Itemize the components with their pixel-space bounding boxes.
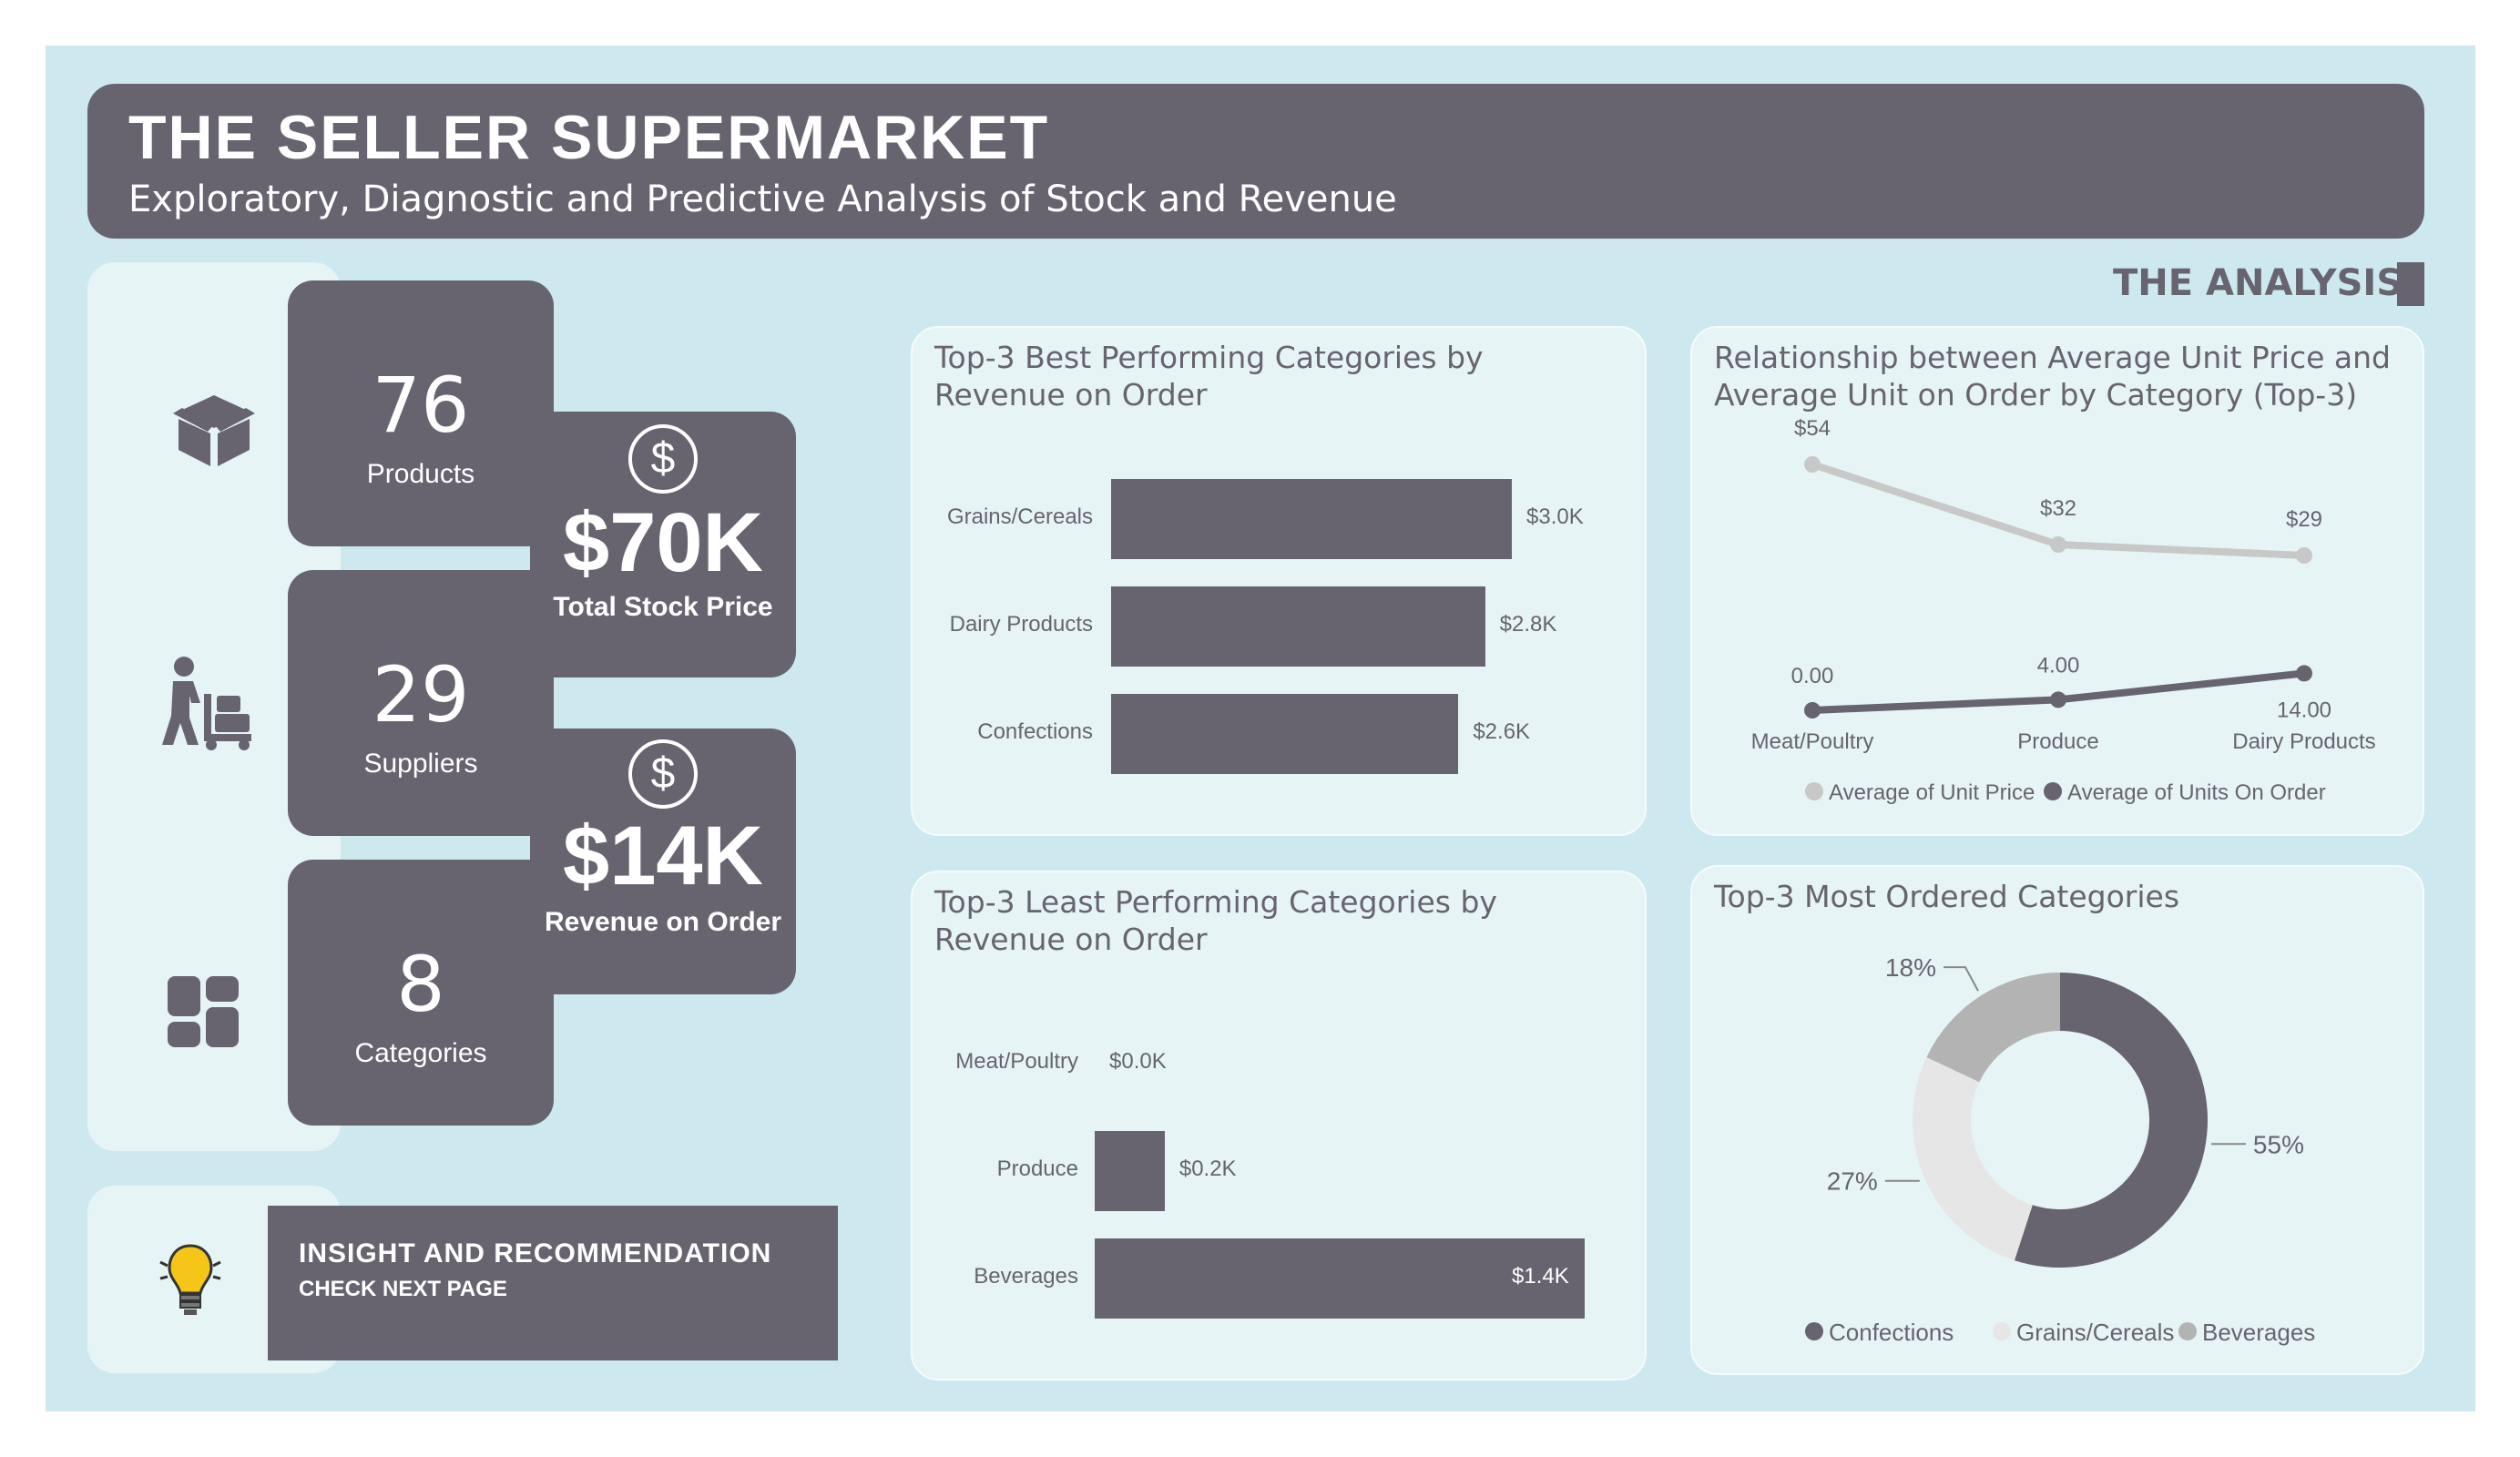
bar — [1111, 479, 1512, 559]
data-label: $54 — [1794, 416, 1831, 441]
revenue-on-order-label: Revenue on Order — [544, 907, 782, 937]
x-tick-label: Dairy Products — [2232, 729, 2375, 754]
legend-label: Confections — [1829, 1319, 1954, 1346]
bar-category-label: Confections — [977, 719, 1093, 744]
bar-category-label: Meat/Poultry — [955, 1049, 1078, 1074]
box-icon — [173, 395, 255, 466]
data-label: 0.00 — [1791, 664, 1834, 688]
price-units-chart: $54 $32 $29 0.00 4.00 14.00 Meat/Poultry Produc… — [1751, 416, 2376, 805]
slice-label: 27% — [1827, 1167, 1878, 1196]
dollar-circle-icon: $ — [628, 424, 698, 494]
revenue-on-order-card: $ $14K Revenue on Order — [530, 728, 796, 994]
total-stock-price-label: Total Stock Price — [553, 592, 773, 622]
bar — [1111, 586, 1485, 667]
legend-label: Beverages — [2202, 1319, 2315, 1346]
insight-title: INSIGHT AND RECOMMENDATION — [299, 1238, 772, 1269]
products-value: 76 — [372, 361, 470, 450]
categories-grid-icon — [168, 976, 239, 1047]
bar — [1111, 694, 1459, 774]
bar-category-label: Dairy Products — [949, 612, 1093, 637]
best-categories-title: Top-3 Best Performing Categories by Reve… — [934, 340, 1484, 413]
legend-label: Grains/Cereals — [2016, 1319, 2174, 1346]
least-categories-title: Top-3 Least Performing Categories by Rev… — [934, 884, 1497, 957]
bar-value-label: $1.4K — [1512, 1264, 1569, 1289]
bar-category-label: Grains/Cereals — [946, 504, 1093, 529]
products-label: Products — [366, 459, 475, 489]
bar-category-label: Produce — [996, 1156, 1078, 1181]
total-stock-price-value: $70K — [563, 496, 763, 589]
x-tick-label: Meat/Poultry — [1751, 729, 1874, 754]
header-banner: THE SELLER SUPERMARKET Exploratory, Diag… — [87, 84, 2424, 239]
revenue-on-order-value: $14K — [563, 810, 763, 902]
donut-slice — [1913, 1057, 2033, 1261]
total-stock-price-card: $ $70K Total Stock Price — [530, 412, 796, 678]
suppliers-card: 29 Suppliers — [288, 570, 554, 836]
bar-value-label: $0.2K — [1178, 1156, 1237, 1181]
dollar-circle-icon: $ — [628, 739, 698, 809]
section-marker — [2397, 262, 2424, 306]
price-units-title: Relationship between Average Unit Price … — [1714, 340, 2391, 413]
most-ordered-title: Top-3 Most Ordered Categories — [1714, 879, 2180, 914]
data-point — [2050, 691, 2066, 708]
bar-value-label: $2.8K — [1499, 612, 1557, 637]
legend-marker — [1993, 1322, 2011, 1340]
slice-label: 18% — [1885, 953, 1936, 982]
warehouse-worker-icon — [162, 657, 251, 750]
legend-marker — [2044, 782, 2062, 800]
categories-value: 8 — [396, 940, 445, 1029]
data-label: $29 — [2286, 507, 2322, 532]
section-label: THE ANALYSIS — [2113, 262, 2403, 304]
suppliers-label: Suppliers — [363, 749, 478, 779]
legend-marker — [2178, 1322, 2197, 1340]
data-label: 14.00 — [2277, 698, 2331, 722]
donut-slice — [2014, 973, 2208, 1268]
suppliers-value: 29 — [372, 650, 470, 739]
legend-label: Average of Unit Price — [1829, 780, 2035, 805]
bar — [1095, 1131, 1165, 1211]
page-subtitle: Exploratory, Diagnostic and Predictive A… — [128, 178, 1397, 220]
leader-line — [1943, 966, 1979, 992]
legend-marker — [1805, 1322, 1823, 1340]
bar-value-label: $3.0K — [1526, 504, 1584, 529]
data-label: $32 — [2040, 496, 2076, 521]
most-ordered-card: Top-3 Most Ordered Categories — [1690, 865, 2424, 1375]
legend-label: Average of Units On Order — [2067, 780, 2326, 805]
products-card: 76 Products — [288, 280, 554, 546]
slice-label: 55% — [2253, 1130, 2304, 1158]
data-point — [2296, 665, 2312, 682]
price-units-card: Relationship between Average Unit Price … — [1690, 326, 2424, 836]
legend-marker — [1805, 782, 1823, 800]
insight-subtitle: CHECK NEXT PAGE — [299, 1277, 507, 1301]
donut-slice — [1926, 973, 2060, 1083]
data-point — [1804, 702, 1821, 718]
page-title: THE SELLER SUPERMARKET — [128, 103, 1050, 172]
bar — [1095, 1238, 1585, 1319]
bar-value-label: $2.6K — [1473, 719, 1531, 744]
x-tick-label: Produce — [2017, 729, 2098, 754]
bar-category-label: Beverages — [974, 1264, 1078, 1289]
categories-label: Categories — [354, 1038, 487, 1068]
data-point — [2050, 536, 2066, 553]
most-ordered-chart: 55% 27% 18% Confections Grains/Cereals Bevera… — [1805, 953, 2315, 1346]
categories-card: 8 Categories — [288, 860, 554, 1126]
bar-value-label: $0.0K — [1109, 1049, 1167, 1074]
lightbulb-icon — [159, 1244, 221, 1315]
data-label: 4.00 — [2037, 653, 2080, 678]
data-point — [2296, 547, 2312, 564]
data-point — [1804, 456, 1821, 473]
insight-button[interactable]: INSIGHT AND RECOMMENDATION CHECK NEXT PA… — [268, 1206, 838, 1360]
